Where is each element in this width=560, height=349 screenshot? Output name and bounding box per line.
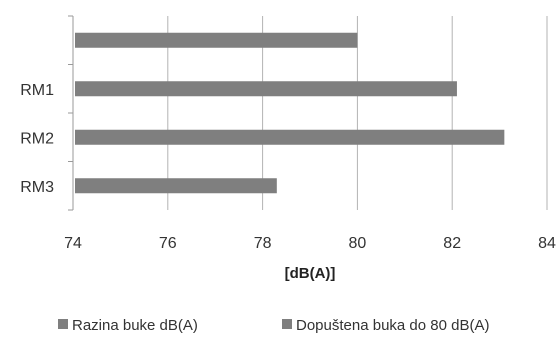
x-tick-label: 84: [538, 235, 556, 252]
x-axis-title: [dB(A)]: [285, 265, 336, 282]
bar: [75, 81, 457, 97]
bar: [75, 178, 277, 194]
bar: [75, 129, 505, 145]
x-tick-label: 74: [64, 235, 82, 252]
legend-label: Dopuštena buka do 80 dB(A): [296, 317, 489, 334]
x-tick-label: 76: [159, 235, 177, 252]
category-label: RM3: [20, 179, 54, 196]
category-ticks: [68, 15, 73, 211]
category-label: RM2: [20, 130, 54, 147]
legend-swatch: [282, 319, 292, 329]
category-label: RM1: [20, 82, 54, 99]
grid: [167, 16, 548, 210]
legend-swatch: [58, 319, 68, 329]
category-labels: RM1 RM2 RM3: [20, 82, 54, 196]
x-tick-label: 82: [443, 235, 461, 252]
legend-label: Razina buke dB(A): [72, 317, 198, 334]
x-tick-labels: 74 76 78 80 82 84: [64, 235, 556, 252]
legend: Razina buke dB(A) Dopuštena buka do 80 dB…: [58, 317, 489, 334]
bars: [75, 32, 505, 194]
x-tick-label: 80: [349, 235, 367, 252]
x-tick-label: 78: [254, 235, 272, 252]
bar: [75, 32, 358, 48]
